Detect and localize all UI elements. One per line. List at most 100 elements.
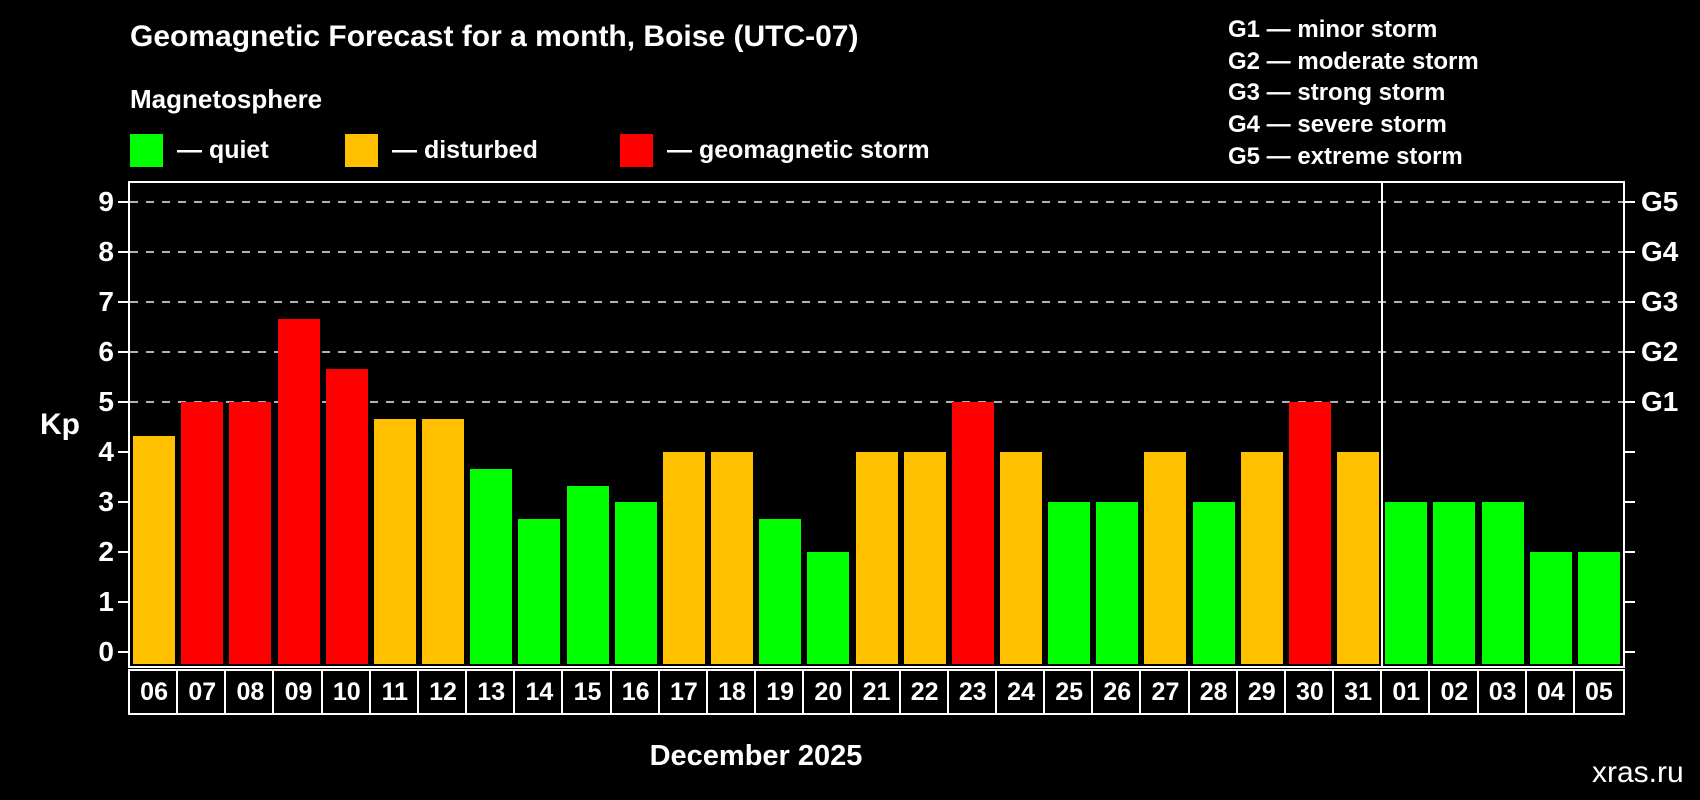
g-scale-legend: G1 — minor storm G2 — moderate storm G3 … (1228, 14, 1479, 173)
day-label-13: 13 (465, 669, 518, 715)
legend-quiet: — quiet (130, 134, 269, 167)
y-tick-label-8: 8 (98, 236, 114, 267)
y-tick-label-1: 1 (98, 586, 114, 617)
left-tick-0 (118, 651, 130, 653)
kp-bar-day-04 (1529, 552, 1572, 664)
right-tick-5 (1623, 401, 1635, 403)
g2-legend-line: G2 — moderate storm (1228, 47, 1479, 75)
kp-bar-day-27 (1144, 452, 1187, 664)
kp-bar-day-22 (903, 452, 946, 664)
left-tick-4 (118, 451, 130, 453)
day-label-15: 15 (561, 669, 614, 715)
day-label-03: 03 (1476, 669, 1529, 715)
y-tick-label-7: 7 (98, 286, 114, 317)
kp-bar-day-09 (277, 318, 320, 664)
kp-bar-day-21 (855, 452, 898, 664)
day-label-27: 27 (1139, 669, 1192, 715)
g4-legend-line: G4 — severe storm (1228, 111, 1447, 139)
gridline-kp9 (130, 201, 1623, 203)
kp-bar-day-17 (662, 452, 705, 664)
g-tick-label-g5: G5 (1641, 186, 1679, 217)
kp-bar-day-03 (1481, 502, 1524, 664)
day-label-10: 10 (320, 669, 373, 715)
g-tick-label-g3: G3 (1641, 286, 1679, 317)
gridline-kp5 (130, 401, 1623, 403)
kp-bar-day-10 (325, 368, 368, 664)
day-label-24: 24 (994, 669, 1048, 715)
left-tick-1 (118, 601, 130, 603)
day-label-16: 16 (609, 669, 662, 715)
kp-bar-day-08 (229, 402, 272, 664)
legend-storm: — geomagnetic storm (620, 134, 930, 167)
kp-bar-day-29 (1240, 452, 1283, 664)
y-tick-label-6: 6 (98, 336, 114, 367)
right-tick-0 (1623, 651, 1635, 653)
day-label-18: 18 (705, 669, 759, 715)
legend-disturbed: — disturbed (345, 134, 538, 167)
day-label-08: 08 (224, 669, 277, 715)
g-tick-label-g2: G2 (1641, 336, 1679, 367)
plot-area (128, 181, 1625, 668)
kp-bar-day-07 (181, 402, 224, 664)
kp-bar-day-12 (422, 418, 465, 664)
day-label-04: 04 (1524, 669, 1577, 715)
month-label: December 2025 (649, 740, 863, 772)
day-label-12: 12 (416, 669, 470, 715)
y-tick-label-4: 4 (98, 436, 114, 467)
left-tick-7 (118, 301, 130, 303)
right-tick-7 (1623, 301, 1635, 303)
month-separator-line (1381, 183, 1384, 666)
left-tick-6 (118, 351, 130, 353)
day-label-09: 09 (272, 669, 325, 715)
gridline-kp8 (130, 251, 1623, 253)
left-tick-3 (118, 501, 130, 503)
day-label-28: 28 (1187, 669, 1240, 715)
day-label-31: 31 (1332, 669, 1385, 715)
day-label-06: 06 (128, 669, 181, 715)
y-axis-title: Kp (40, 408, 80, 441)
kp-bar-day-30 (1288, 402, 1331, 664)
right-tick-3 (1623, 501, 1635, 503)
quiet-color-swatch (130, 134, 163, 167)
gridline-kp7 (130, 301, 1623, 303)
disturbed-legend-label: — disturbed (392, 136, 538, 164)
watermark: xras.ru (1592, 756, 1684, 789)
kp-bar-day-24 (999, 452, 1042, 664)
y-tick-label-9: 9 (98, 186, 114, 217)
day-label-19: 19 (754, 669, 807, 715)
day-label-23: 23 (946, 669, 999, 715)
day-label-01: 01 (1380, 669, 1433, 715)
gridline-kp6 (130, 351, 1623, 353)
right-tick-9 (1623, 201, 1635, 203)
kp-bar-day-02 (1433, 502, 1476, 664)
left-tick-2 (118, 551, 130, 553)
kp-bar-day-23 (951, 402, 994, 664)
kp-bar-day-26 (1096, 502, 1139, 664)
right-tick-1 (1623, 601, 1635, 603)
day-label-30: 30 (1283, 669, 1337, 715)
left-tick-5 (118, 401, 130, 403)
day-label-26: 26 (1091, 669, 1144, 715)
kp-bar-day-14 (518, 518, 561, 664)
disturbed-color-swatch (345, 134, 378, 167)
kp-bar-day-15 (566, 485, 609, 664)
y-tick-label-5: 5 (98, 386, 114, 417)
right-tick-2 (1623, 551, 1635, 553)
day-label-21: 21 (850, 669, 903, 715)
kp-bar-day-18 (711, 452, 754, 664)
kp-bar-day-28 (1192, 502, 1235, 664)
kp-bar-day-05 (1577, 552, 1620, 664)
day-label-20: 20 (802, 669, 855, 715)
kp-bar-day-01 (1385, 502, 1428, 664)
day-label-17: 17 (657, 669, 710, 715)
quiet-legend-label: — quiet (177, 136, 269, 164)
right-tick-8 (1623, 251, 1635, 253)
storm-legend-label: — geomagnetic storm (667, 136, 930, 164)
kp-bar-day-11 (373, 418, 416, 664)
day-label-22: 22 (898, 669, 951, 715)
kp-bar-day-13 (470, 468, 513, 664)
kp-bar-day-16 (614, 502, 657, 664)
kp-bar-day-25 (1048, 502, 1091, 664)
